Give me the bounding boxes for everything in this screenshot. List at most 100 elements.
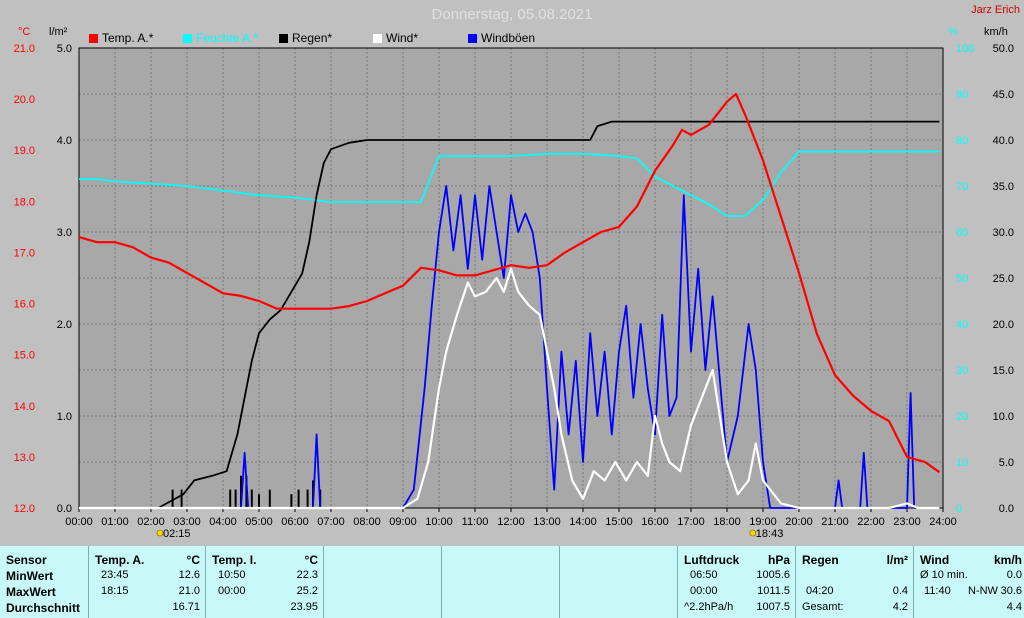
sunrise-icon [156,529,164,537]
rain-tick-label: 4.0 [57,135,72,147]
col-rain: Regen l/m² 04:20 0.4 Gesamt: 4.2 [795,546,914,618]
minwert-label: MinWert [6,569,54,583]
wind-tick-label: 50.0 [993,43,1014,55]
wind-max-time: 11:40 [924,585,951,597]
x-tick-label: 14:00 [569,516,597,528]
series-wind [79,267,940,510]
legend-humidity-label: Feuchte A.* [196,31,259,45]
rain-max-time: 04:20 [806,585,834,597]
pressure-avg: 1007.5 [756,601,790,613]
weather-chart: 00:00 01:00 02:00 03:00 04:00 05:00 06:00 07:00… [14,43,1014,540]
rain-tick-label: 0.0 [57,503,72,515]
temp-unit: °C [18,26,31,38]
rain-tick-label: 5.0 [57,43,72,55]
temp-i-max: 25.2 [296,585,318,597]
pressure-min: 1005.6 [756,569,790,581]
x-tick-label: 23:00 [893,516,921,528]
pressure-min-time: 06:50 [690,569,718,581]
series-temp-a [78,92,941,474]
col-wind: Wind km/h Ø 10 min. 0.0 11:40 N-NW 30.6 … [913,546,1024,618]
wind-min: 0.0 [1006,569,1022,581]
rain-tick-label: 2.0 [57,319,72,331]
wind-max: 30.6 [1000,585,1022,597]
wind-tick-label: 5.0 [999,457,1014,469]
temp-a-min-time: 23:45 [101,569,129,581]
pressure-header: Luftdruck [684,553,740,567]
humidity-tick-label: 90 [956,89,968,101]
humidity-tick-label: 70 [956,181,968,193]
temp-tick-label: 15.0 [14,350,35,362]
rain-total: 4.2 [892,601,908,613]
x-tick-label: 02:00 [137,516,165,528]
temp-a-min: 12.6 [178,569,200,581]
rain-total-label: Gesamt: [802,601,844,613]
legend-temp-label: Temp. A.* [102,31,154,45]
rain-unit: l/m² [49,26,68,38]
humidity-tick-label: 10 [956,457,968,469]
wind-min-label: Ø 10 min. [920,569,968,581]
legend-gusts-label: Windböen [481,31,536,45]
temp-a-avg: 16.71 [172,601,200,613]
temp-a-unit: °C [186,553,200,567]
rain-tick-label: 1.0 [57,411,72,423]
sunset-icon [749,529,757,537]
maxwert-label: MaxWert [6,585,56,599]
x-tick-label: 00:00 [65,516,93,528]
legend-wind-swatch [373,34,382,43]
stats-table: Sensor MinWert MaxWert Durchschnitt Temp… [0,546,1024,618]
legend-humidity-swatch [183,34,192,43]
x-tick-label: 13:00 [533,516,561,528]
wind-tick-label: 10.0 [993,411,1014,423]
temp-i-max-time: 00:00 [218,585,246,597]
col-empty-3 [559,546,678,618]
x-tick-label: 09:00 [389,516,417,528]
col-temp-a: Temp. A. °C 23:45 12.6 18:15 21.0 16.71 [88,546,206,618]
temp-i-min: 22.3 [296,569,318,581]
col-empty-1 [323,546,442,618]
temp-a-max: 21.0 [178,585,200,597]
pressure-trend: ^2.2hPa/h [684,601,734,613]
temp-tick-label: 21.0 [14,43,35,55]
wind-unit: km/h [984,26,1008,38]
wind-tick-label: 45.0 [993,89,1014,101]
wind-unit-cell: km/h [993,553,1022,567]
legend-temp-swatch [89,34,98,43]
sensor-header: Sensor [6,553,47,567]
temp-a-header: Temp. A. [95,553,145,567]
x-tick-label: 03:00 [173,516,201,528]
x-tick-label: 15:00 [605,516,633,528]
legend-wind: Wind* [373,31,418,45]
col-empty-2 [441,546,560,618]
temp-tick-label: 14.0 [14,401,35,413]
rain-unit-cell: l/m² [886,553,908,567]
humidity-tick-label: 20 [956,411,968,423]
temp-tick-label: 19.0 [14,145,35,157]
legend-rain-label: Regen* [292,31,333,45]
temp-i-header: Temp. I. [212,553,257,567]
x-tick-label: 06:00 [281,516,309,528]
temp-tick-label: 16.0 [14,299,35,311]
x-tick-label: 21:00 [821,516,849,528]
series-feuchte-a [79,150,940,217]
legend-rain-swatch [279,34,288,43]
legend-humidity: Feuchte A.* [183,31,258,45]
wind-max-dir: N-NW [968,585,998,597]
x-tick-label: 01:00 [101,516,129,528]
humidity-tick-label: 50 [956,273,968,285]
sun-markers: 02:15 18:43 [156,528,783,540]
wind-header: Wind [920,553,950,567]
legend-rain: Regen* [279,31,332,45]
humidity-unit: % [948,26,958,38]
col-temp-i: Temp. I. °C 10:50 22.3 00:00 25.2 23.95 [205,546,324,618]
wind-tick-label: 25.0 [993,273,1014,285]
durchschnitt-label: Durchschnitt [6,601,81,615]
x-tick-label: 08:00 [353,516,381,528]
wind-tick-label: 0.0 [999,503,1014,515]
x-tick-label: 07:00 [317,516,345,528]
temp-tick-label: 18.0 [14,196,35,208]
x-tick-label: 20:00 [785,516,813,528]
temp-tick-label: 12.0 [14,503,35,515]
wind-tick-label: 20.0 [993,319,1014,331]
rain-tick-label: 3.0 [57,227,72,239]
temp-i-avg: 23.95 [290,601,318,613]
